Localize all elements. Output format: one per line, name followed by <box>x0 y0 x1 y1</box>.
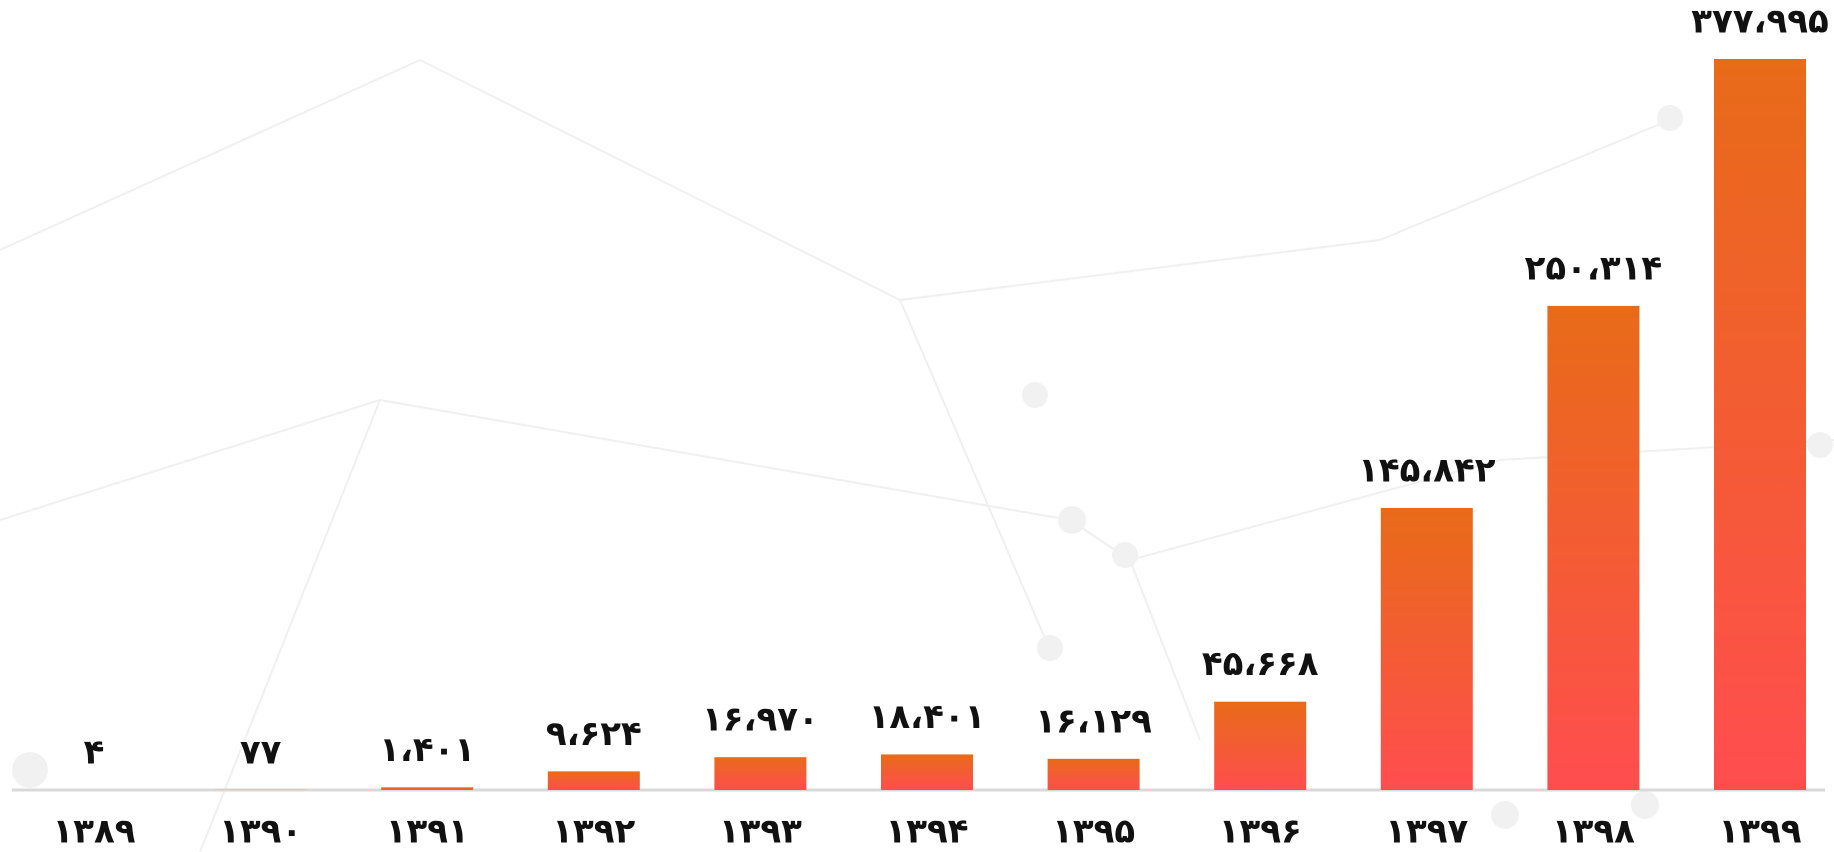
value-label: ۴ <box>84 732 105 772</box>
bar <box>1547 305 1640 790</box>
x-tick-label: ۱۳۹۷ <box>1385 812 1468 852</box>
x-tick-label: ۱۳۹۳ <box>719 812 802 852</box>
value-label: ۹،۶۲۴ <box>546 714 642 754</box>
value-label: ۳۷۷،۹۹۵ <box>1691 2 1828 42</box>
x-tick-label: ۱۳۸۹ <box>52 812 135 852</box>
x-tick-label: ۱۳۹۰ <box>219 812 302 852</box>
value-label: ۱۴۵،۸۴۲ <box>1358 450 1496 490</box>
x-tick-label: ۱۳۹۲ <box>552 812 635 852</box>
bar <box>547 771 640 790</box>
bar <box>881 754 973 790</box>
value-label: ۱،۴۰۱ <box>379 730 475 770</box>
value-label: ۱۶،۱۲۹ <box>1035 701 1152 741</box>
value-label: ۱۸،۴۰۱ <box>869 697 986 737</box>
bar <box>1047 758 1140 790</box>
bar <box>1214 701 1307 790</box>
value-label: ۱۶،۹۷۰ <box>702 700 819 740</box>
value-label: ۷۷ <box>240 732 282 772</box>
bar <box>714 757 807 790</box>
x-tick-label: ۱۳۹۹ <box>1718 812 1801 852</box>
bar <box>1714 59 1806 790</box>
x-tick-label: ۱۳۹۶ <box>1219 812 1302 852</box>
x-tick-label: ۱۳۹۵ <box>1052 812 1135 852</box>
bar <box>1380 507 1473 790</box>
x-tick-label: ۱۳۹۱ <box>386 812 469 852</box>
value-label: ۴۵،۶۶۸ <box>1202 644 1319 684</box>
x-tick-label: ۱۳۹۴ <box>885 812 968 852</box>
value-label: ۲۵۰،۳۱۴ <box>1525 248 1662 288</box>
bar <box>381 787 474 790</box>
x-tick-label: ۱۳۹۸ <box>1552 812 1635 852</box>
